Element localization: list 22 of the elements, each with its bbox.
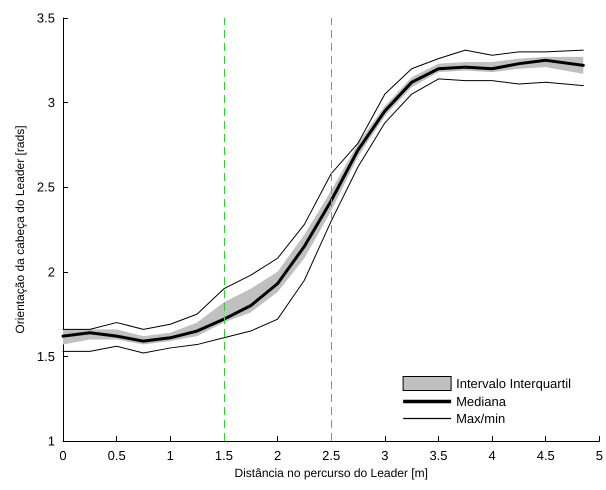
legend-label: Max/min xyxy=(456,411,506,426)
x-tick-label: 2.5 xyxy=(322,448,340,463)
x-tick-label: 4.5 xyxy=(536,448,555,463)
y-axis-title: Orientação da cabeça do Leader [rads] xyxy=(13,125,28,334)
x-tick-label: 3.5 xyxy=(429,448,448,463)
y-tick-label: 1 xyxy=(48,434,55,448)
legend-label: Intervalo Interquartil xyxy=(456,376,572,391)
x-tick-label: 5 xyxy=(596,448,603,463)
y-tick-label: 3.5 xyxy=(36,10,55,26)
x-tick-label: 0.5 xyxy=(108,448,126,463)
y-tick-label: 2 xyxy=(48,264,55,280)
x-tick-label: 1.5 xyxy=(214,448,233,463)
x-tick-label: 3 xyxy=(381,448,388,463)
x-tick-label: 2 xyxy=(274,448,282,463)
x-axis-title: Distância no percurso do Leader [m] xyxy=(234,466,428,480)
x-tick-label: 1 xyxy=(166,448,174,463)
y-tick-label: 3 xyxy=(48,95,55,110)
legend-label: Mediana xyxy=(456,394,507,409)
y-tick-label: 2.5 xyxy=(36,180,55,195)
y-tick-label: 1.5 xyxy=(36,348,55,364)
x-tick-label: 0 xyxy=(59,448,67,463)
x-tick-label: 4 xyxy=(488,448,496,463)
